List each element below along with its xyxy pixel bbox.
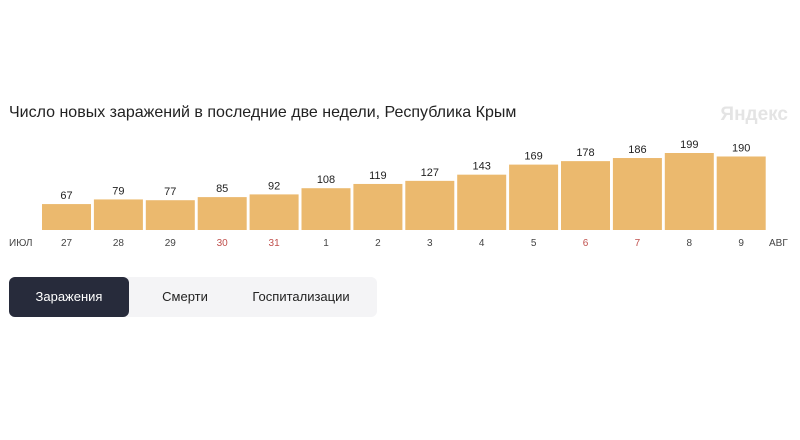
bar xyxy=(612,158,662,230)
bar-value-label: 108 xyxy=(317,174,335,186)
bar-value-label: 67 xyxy=(60,190,72,202)
tab-deaths[interactable]: Смерти xyxy=(162,289,208,304)
bar xyxy=(561,161,610,230)
bar-chart: 6727792877298530923110811192127314341695… xyxy=(9,139,788,249)
yandex-logo: Яндекс xyxy=(720,104,788,125)
bar xyxy=(197,197,247,230)
x-tick-label: 4 xyxy=(479,238,485,249)
x-tick-label: 3 xyxy=(427,238,433,249)
bar xyxy=(405,180,455,230)
bar xyxy=(509,164,559,230)
axis-start-label: ИЮЛ xyxy=(9,238,32,249)
bar-value-label: 79 xyxy=(112,185,124,197)
x-tick-label: 7 xyxy=(635,238,641,249)
x-tick-label: 2 xyxy=(375,238,381,249)
bar-value-label: 143 xyxy=(473,161,491,173)
bar xyxy=(145,200,195,230)
bar-value-label: 92 xyxy=(268,180,280,192)
x-tick-label: 28 xyxy=(113,238,125,249)
bar-value-label: 85 xyxy=(216,183,228,195)
bar-value-label: 186 xyxy=(628,144,646,156)
bar xyxy=(301,188,351,230)
x-tick-label: 9 xyxy=(738,238,744,249)
tab-infections[interactable]: Заражения xyxy=(9,277,129,317)
bar xyxy=(716,156,766,230)
bar-value-label: 127 xyxy=(421,167,439,179)
tab-bar: Заражения Смерти Госпитализации xyxy=(9,277,377,317)
bar-value-label: 119 xyxy=(369,170,387,182)
x-tick-label: 31 xyxy=(269,238,281,249)
bar-value-label: 77 xyxy=(164,186,176,198)
x-tick-label: 6 xyxy=(583,238,589,249)
bar-value-label: 199 xyxy=(680,139,698,151)
axis-end-label: АВГ xyxy=(769,238,788,249)
x-tick-label: 1 xyxy=(323,238,329,249)
x-tick-label: 8 xyxy=(687,238,693,249)
x-tick-label: 27 xyxy=(61,238,73,249)
bar xyxy=(664,153,714,230)
x-tick-label: 30 xyxy=(217,238,229,249)
bar xyxy=(93,199,143,230)
bar xyxy=(353,183,403,230)
bar-value-label: 169 xyxy=(524,151,542,163)
bar xyxy=(42,204,91,230)
x-tick-label: 5 xyxy=(531,238,537,249)
tab-hospitalizations[interactable]: Госпитализации xyxy=(252,289,350,304)
x-tick-label: 29 xyxy=(165,238,177,249)
bar xyxy=(457,174,507,230)
bar xyxy=(249,194,299,230)
page-title: Число новых заражений в последние две не… xyxy=(9,104,517,121)
bar-value-label: 178 xyxy=(576,147,594,159)
bar-value-label: 190 xyxy=(732,142,750,154)
